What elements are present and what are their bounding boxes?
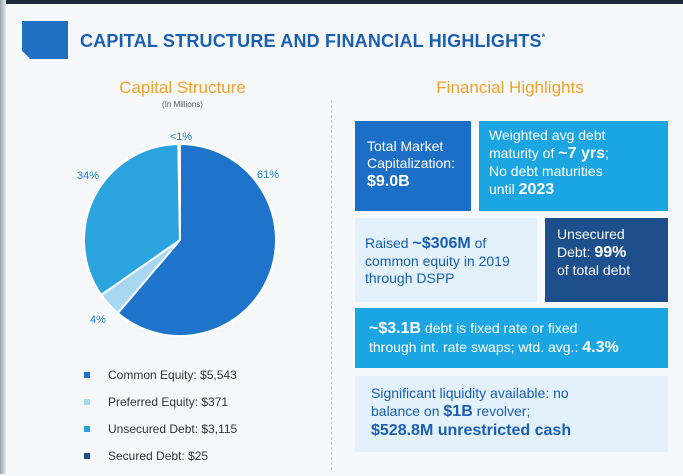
pie-slice [99, 239, 181, 315]
legend-swatch [84, 426, 90, 432]
highlight-equity-raised: Raised ~$306M of common equity in 2019 t… [355, 218, 537, 302]
pie-slice [83, 142, 182, 297]
chart-subtitle: (In Millions) [162, 100, 203, 109]
header-accent-shape [22, 21, 68, 59]
legend-swatch [84, 399, 90, 405]
slice-percent-label: 4% [90, 314, 106, 326]
highlights-title: Financial Highlights [436, 78, 584, 97]
slice-percent-label: <1% [170, 131, 193, 143]
left-edge [0, 0, 6, 474]
legend-swatch [84, 453, 90, 459]
pie-slice [177, 142, 181, 241]
slice-percent-label: 34% [77, 170, 99, 182]
legend-label: Secured Debt: $25 [108, 449, 209, 463]
pie-slice [116, 142, 277, 337]
section-divider [331, 100, 332, 470]
highlight-liquidity: Significant liquidity available: no bala… [355, 376, 668, 452]
chart-title: Capital Structure [119, 78, 246, 97]
highlight-fixed-rate-debt: ~$3.1B debt is fixed rate or fixed throu… [355, 308, 668, 368]
legend-swatch [84, 372, 90, 378]
slice-percent-label: 61% [257, 169, 279, 181]
legend-label: Common Equity: $5,543 [108, 368, 237, 382]
page-title: CAPITAL STRUCTURE AND FINANCIAL HIGHLIGH… [80, 31, 546, 51]
highlight-unsecured-debt: Unsecured Debt: 99% of total debt [545, 218, 668, 302]
legend-label: Preferred Equity: $371 [108, 395, 229, 409]
top-edge [0, 0, 683, 4]
highlight-debt-maturity: Weighted avg debt maturity of ~7 yrs; No… [479, 121, 668, 211]
highlight-market-cap: Total Market Capitalization: $9.0B [355, 121, 471, 211]
legend-label: Unsecured Debt: $3,115 [108, 422, 238, 436]
